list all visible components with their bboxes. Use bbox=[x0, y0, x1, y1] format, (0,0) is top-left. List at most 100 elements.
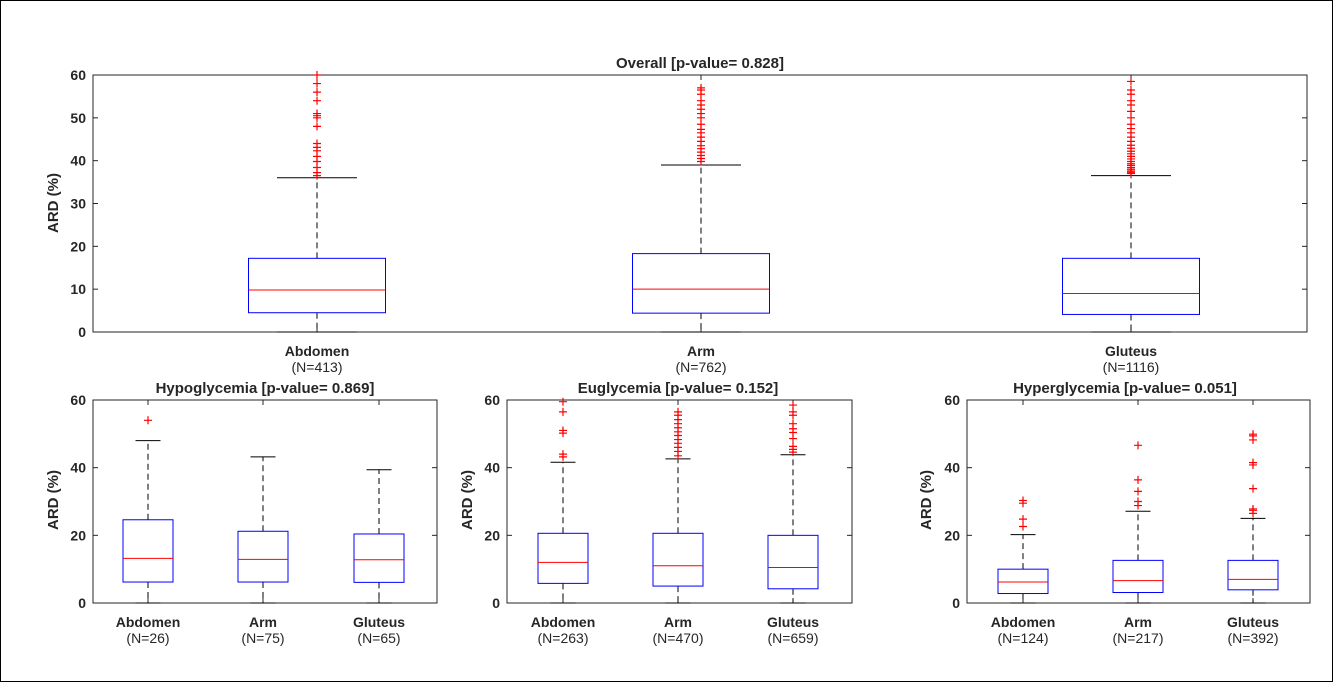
hyperglycemia-abdomen-outlier-marker bbox=[1019, 522, 1027, 531]
hyperglycemia-arm-box bbox=[1112, 559, 1164, 594]
overall-abdomen-outlier-marker bbox=[313, 88, 321, 97]
overall-title: Overall [p-value= 0.828] bbox=[616, 55, 784, 72]
euglycemia-ytick-label: 0 bbox=[492, 595, 500, 611]
euglycemia-ylabel: ARD (%) bbox=[459, 470, 476, 530]
overall-abdomen-category-label: Abdomen bbox=[285, 343, 350, 359]
hyperglycemia-gluteus-outlier-marker bbox=[1249, 504, 1257, 513]
hyperglycemia-abdomen-outlier-marker bbox=[1019, 496, 1027, 505]
euglycemia-gluteus-box bbox=[767, 534, 819, 590]
euglycemia-gluteus-count-label: (N=659) bbox=[768, 630, 819, 646]
hyperglycemia-gluteus-box bbox=[1227, 559, 1279, 591]
overall-abdomen-outlier-marker bbox=[313, 122, 321, 131]
hypoglycemia-title: Hypoglycemia [p-value= 0.869] bbox=[156, 380, 375, 397]
euglycemia-abdomen-box bbox=[537, 532, 589, 584]
hypoglycemia-ylabel: ARD (%) bbox=[45, 470, 62, 530]
euglycemia-arm-box bbox=[652, 532, 704, 587]
euglycemia-ytick-label: 20 bbox=[484, 527, 500, 543]
hyperglycemia-arm-outlier-marker bbox=[1134, 441, 1142, 450]
euglycemia-ytick-label: 40 bbox=[484, 460, 500, 476]
overall-abdomen-outlier-marker bbox=[313, 109, 321, 118]
hyperglycemia-abdomen-count-label: (N=124) bbox=[998, 630, 1049, 646]
euglycemia-abdomen-outlier-marker bbox=[559, 450, 567, 459]
euglycemia-arm-count-label: (N=470) bbox=[653, 630, 704, 646]
overall-gluteus-box bbox=[1062, 257, 1200, 315]
hypoglycemia-ytick-label: 60 bbox=[70, 392, 86, 408]
hyperglycemia-ytick-label: 60 bbox=[944, 392, 960, 408]
euglycemia-gluteus-outlier-marker bbox=[789, 407, 797, 416]
euglycemia-arm-category-label: Arm bbox=[664, 614, 692, 630]
hyperglycemia-title: Hyperglycemia [p-value= 0.051] bbox=[1013, 380, 1237, 397]
overall-abdomen-outlier-marker bbox=[313, 79, 321, 88]
hyperglycemia-abdomen-outlier-marker bbox=[1019, 515, 1027, 524]
hyperglycemia-arm-outlier-marker bbox=[1134, 497, 1142, 506]
hypoglycemia-ytick-label: 0 bbox=[78, 595, 86, 611]
hypoglycemia-gluteus-box bbox=[353, 533, 405, 583]
hypoglycemia-arm-category-label: Arm bbox=[249, 614, 277, 630]
overall-gluteus-count-label: (N=1116) bbox=[1103, 359, 1160, 375]
hyperglycemia-ytick-label: 0 bbox=[952, 595, 960, 611]
overall-ytick-label: 30 bbox=[70, 196, 86, 212]
hypoglycemia-arm-box bbox=[237, 530, 289, 583]
hyperglycemia-arm-outlier-marker bbox=[1134, 487, 1142, 496]
hyperglycemia-ytick-label: 40 bbox=[944, 460, 960, 476]
overall-arm-category-label: Arm bbox=[687, 343, 715, 359]
hypoglycemia-abdomen-outlier-marker bbox=[144, 416, 152, 425]
hyperglycemia-abdomen-box bbox=[997, 568, 1049, 595]
hyperglycemia-ylabel: ARD (%) bbox=[918, 470, 935, 530]
overall-ytick-label: 20 bbox=[70, 238, 86, 254]
euglycemia-boxplot-panel: Euglycemia [p-value= 0.152] ARD (%) 0 20 4… bbox=[459, 380, 853, 646]
hypoglycemia-boxplot-panel: Hypoglycemia [p-value= 0.869] ARD (%) 0 2… bbox=[45, 380, 438, 646]
overall-abdomen-outlier-marker bbox=[313, 139, 321, 148]
hyperglycemia-boxplot-panel: Hyperglycemia [p-value= 0.051] ARD (%) 0… bbox=[918, 380, 1311, 646]
overall-ytick-label: 10 bbox=[70, 281, 86, 297]
euglycemia-abdomen-category-label: Abdomen bbox=[531, 614, 596, 630]
hyperglycemia-gluteus-outlier-marker bbox=[1249, 484, 1257, 493]
hyperglycemia-arm-count-label: (N=217) bbox=[1113, 630, 1164, 646]
hyperglycemia-gluteus-count-label: (N=392) bbox=[1228, 630, 1279, 646]
euglycemia-abdomen-count-label: (N=263) bbox=[538, 630, 589, 646]
overall-ylabel: ARD (%) bbox=[45, 173, 62, 233]
overall-gluteus-outlier-marker bbox=[1127, 77, 1135, 86]
hyperglycemia-gluteus-category-label: Gluteus bbox=[1227, 614, 1279, 630]
hypoglycemia-ytick-label: 20 bbox=[70, 527, 86, 543]
overall-arm-box bbox=[632, 253, 770, 314]
hyperglycemia-arm-outlier-marker bbox=[1134, 475, 1142, 484]
overall-ytick-label: 60 bbox=[70, 67, 86, 83]
overall-ytick-label: 0 bbox=[78, 324, 86, 340]
euglycemia-abdomen-outlier-marker bbox=[559, 397, 567, 406]
euglycemia-arm-outlier-marker bbox=[674, 407, 682, 416]
euglycemia-gluteus-outlier-marker bbox=[789, 401, 797, 410]
overall-abdomen-count-label: (N=413) bbox=[292, 359, 343, 375]
overall-boxplot-panel: Overall [p-value= 0.828] ARD (%) 0 10 20 30… bbox=[45, 55, 1308, 375]
hypoglycemia-arm-count-label: (N=75) bbox=[241, 630, 284, 646]
overall-abdomen-outlier-marker bbox=[313, 71, 321, 79]
hypoglycemia-abdomen-count-label: (N=26) bbox=[126, 630, 169, 646]
overall-arm-count-label: (N=762) bbox=[676, 359, 727, 375]
hypoglycemia-abdomen-category-label: Abdomen bbox=[116, 614, 181, 630]
overall-ytick-label: 50 bbox=[70, 110, 86, 126]
overall-gluteus-outlier-marker bbox=[1127, 85, 1135, 94]
hypoglycemia-abdomen-box bbox=[122, 519, 174, 583]
hyperglycemia-gluteus-outlier-marker bbox=[1249, 430, 1257, 439]
hypoglycemia-gluteus-count-label: (N=65) bbox=[357, 630, 400, 646]
hyperglycemia-gluteus-outlier-marker bbox=[1249, 458, 1257, 467]
overall-ytick-label: 40 bbox=[70, 153, 86, 169]
hyperglycemia-abdomen-category-label: Abdomen bbox=[991, 614, 1056, 630]
overall-arm-outlier-marker bbox=[697, 83, 705, 92]
euglycemia-ytick-label: 60 bbox=[484, 392, 500, 408]
overall-abdomen-box bbox=[248, 257, 386, 314]
hyperglycemia-arm-category-label: Arm bbox=[1124, 614, 1152, 630]
euglycemia-title: Euglycemia [p-value= 0.152] bbox=[578, 380, 779, 397]
hyperglycemia-ytick-label: 20 bbox=[944, 527, 960, 543]
euglycemia-gluteus-outlier-marker bbox=[789, 419, 797, 428]
euglycemia-abdomen-outlier-marker bbox=[559, 426, 567, 435]
euglycemia-gluteus-category-label: Gluteus bbox=[767, 614, 819, 630]
overall-gluteus-category-label: Gluteus bbox=[1105, 343, 1157, 359]
euglycemia-abdomen-outlier-marker bbox=[559, 407, 567, 416]
euglycemia-gluteus-outlier-marker bbox=[789, 442, 797, 451]
overall-abdomen-outlier-marker bbox=[313, 96, 321, 105]
hypoglycemia-gluteus-category-label: Gluteus bbox=[353, 614, 405, 630]
hypoglycemia-ytick-label: 40 bbox=[70, 460, 86, 476]
